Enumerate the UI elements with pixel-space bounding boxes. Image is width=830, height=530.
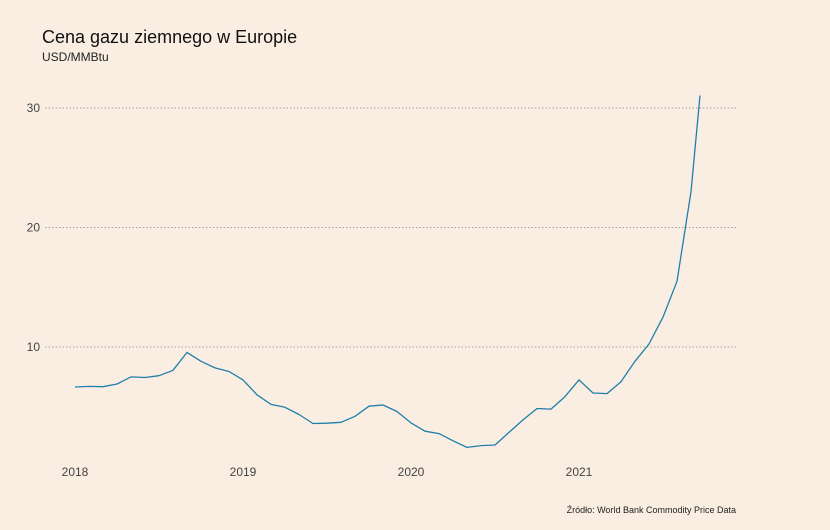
y-tick-label: 10	[27, 340, 41, 354]
x-tick-label: 2018	[62, 465, 89, 479]
chart-subtitle: USD/MMBtu	[42, 50, 109, 64]
gridlines	[45, 107, 737, 348]
x-axis-tick-labels: 2018 2019 2020 2021	[62, 465, 593, 479]
x-tick-label: 2019	[230, 465, 257, 479]
series-line	[74, 95, 701, 449]
x-tick-label: 2020	[398, 465, 425, 479]
source-note: Źródło: World Bank Commodity Price Data	[566, 505, 736, 515]
chart-title: Cena gazu ziemnego w Europie	[42, 27, 298, 47]
y-tick-label: 30	[27, 101, 41, 115]
y-axis-tick-labels: 10 20 30	[27, 101, 41, 354]
series-line-layer	[74, 95, 701, 449]
y-tick-label: 20	[27, 221, 41, 235]
x-tick-label: 2021	[566, 465, 593, 479]
